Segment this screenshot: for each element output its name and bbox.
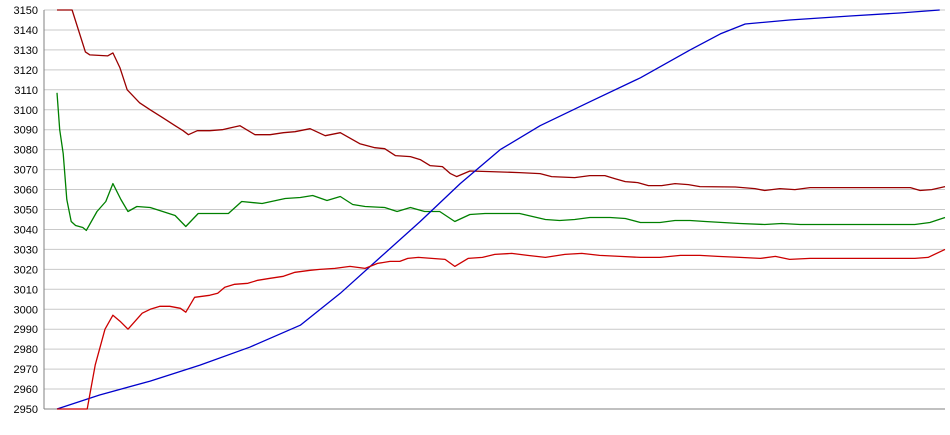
- y-axis-tick-label: 3020: [14, 264, 38, 276]
- y-axis-tick-label: 3120: [14, 65, 38, 77]
- y-axis-tick-label: 3050: [14, 205, 38, 217]
- y-axis-tick-label: 3090: [14, 125, 38, 137]
- y-axis-tick-label: 3140: [14, 25, 38, 37]
- axis-lines: [43, 10, 945, 410]
- y-axis-tick-label: 2960: [14, 384, 38, 396]
- y-axis-tick-label: 3130: [14, 45, 38, 57]
- y-axis-tick-label: 3080: [14, 145, 38, 157]
- y-axis-tick-labels: 3150 3140 3130 3120 3110 3100 3090 3080 3070 3060…: [14, 5, 38, 416]
- y-axis-tick-label: 2950: [14, 404, 38, 416]
- y-axis-tick-label: 3070: [14, 165, 38, 177]
- y-axis-tick-label: 2980: [14, 344, 38, 356]
- series-blue-line: [56, 9, 940, 410]
- y-axis-tick-label: 3000: [14, 304, 38, 316]
- gridlines: [44, 9, 945, 390]
- y-axis-tick-label: 3040: [14, 224, 38, 236]
- series-green-line: [56, 92, 946, 232]
- y-axis-tick-label: 2970: [14, 364, 38, 376]
- data-series: [56, 9, 946, 410]
- series-dark-red-line: [57, 9, 946, 192]
- y-axis-tick-label: 3010: [14, 284, 38, 296]
- y-axis-tick-label: 3110: [14, 85, 38, 97]
- y-axis-tick-label: 2990: [14, 324, 38, 336]
- series-bright-red-line: [57, 248, 946, 410]
- y-axis-tick-label: 3060: [14, 185, 38, 197]
- y-axis-tick-label: 3100: [14, 105, 38, 117]
- y-axis-tick-label: 3150: [14, 5, 38, 17]
- y-axis-tick-label: 3030: [14, 244, 38, 256]
